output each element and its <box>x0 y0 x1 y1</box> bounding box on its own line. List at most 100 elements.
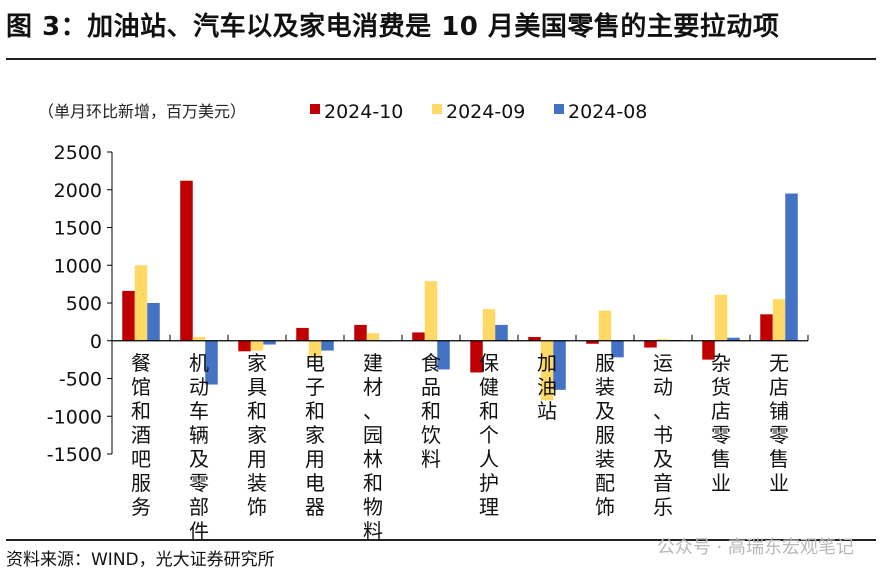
category-label-char: 吧 <box>131 447 151 471</box>
category-label-char: 装 <box>595 447 615 471</box>
bar-chart: （单月环比新增，百万美元） 2024-10 2024-09 2024-08 2500 20… <box>38 101 809 540</box>
category-label-char: 用 <box>247 447 267 471</box>
category-label-char: 饰 <box>247 495 267 519</box>
bar <box>727 337 740 341</box>
category-label-char: 装 <box>595 375 615 399</box>
bar <box>470 340 483 373</box>
category-label-char: 及 <box>595 399 615 423</box>
y-tick-label: -1500 <box>47 444 102 466</box>
category-label-char: 料 <box>421 447 441 471</box>
bar <box>540 340 554 401</box>
category-label-char: 件 <box>189 519 209 540</box>
bar <box>412 332 425 341</box>
bar <box>366 333 380 341</box>
category-label-char: 店 <box>769 375 789 399</box>
category-label-char: 辆 <box>189 423 209 447</box>
category-label-char: 饮 <box>421 423 441 447</box>
category-label-char: 杂 <box>711 351 731 375</box>
category-label-char: 乐 <box>653 495 673 519</box>
bar <box>424 281 438 341</box>
category-label-char: 电 <box>305 351 325 375</box>
category-label-char: 务 <box>131 495 151 519</box>
category-label-char: 服 <box>595 351 615 375</box>
bar <box>482 309 496 341</box>
category-label-char: 料 <box>363 519 383 540</box>
category-label-char: 和 <box>363 471 383 495</box>
bar <box>192 336 206 341</box>
category-label-char: 售 <box>769 447 789 471</box>
category-label-char: 和 <box>247 399 267 423</box>
bar <box>586 340 599 344</box>
category-label-char: 用 <box>305 447 325 471</box>
bar <box>238 340 251 352</box>
category-label-char: 家 <box>247 423 267 447</box>
legend-swatch <box>432 104 442 114</box>
bar <box>122 290 135 341</box>
category-label-char: 和 <box>421 399 441 423</box>
category-label-char: 林 <box>363 447 383 471</box>
bottom-rule <box>6 539 876 541</box>
category-label-char: 保 <box>479 351 499 375</box>
category-label-char: 人 <box>479 447 499 471</box>
bar <box>644 340 657 348</box>
category-label-char: 电 <box>305 471 325 495</box>
category-label-char: 店 <box>711 399 731 423</box>
bar <box>321 340 334 351</box>
category-label-char: 子 <box>305 375 325 399</box>
category-label-char: 售 <box>711 447 731 471</box>
category-label-char: 健 <box>479 375 499 399</box>
y-tick-label: 500 <box>66 293 102 315</box>
category-label-char: 建 <box>363 351 383 375</box>
y-tick-label: 0 <box>90 331 102 353</box>
bar <box>308 340 322 359</box>
category-label-char: 餐 <box>131 351 151 375</box>
category-label-char: 铺 <box>769 399 789 423</box>
bar <box>714 294 728 341</box>
category-label-char: 园 <box>363 423 383 447</box>
bar <box>180 180 193 341</box>
category-label-char: 加 <box>537 351 557 375</box>
category-label-char: 和 <box>479 399 499 423</box>
bar <box>656 339 670 341</box>
category-label-char: 服 <box>131 471 151 495</box>
source-note: 资料来源：WIND，光大证券研究所 <box>6 550 275 570</box>
legend-swatch <box>554 104 564 114</box>
bar <box>205 340 218 385</box>
y-tick-label: -500 <box>59 369 102 391</box>
category-label-char: 机 <box>189 351 209 375</box>
bar <box>702 340 715 360</box>
bar <box>147 303 160 341</box>
category-label-char: 食 <box>421 351 441 375</box>
category-label-char: 无 <box>769 351 789 375</box>
bar <box>296 327 309 341</box>
bar <box>553 340 566 390</box>
category-label-char: 车 <box>189 399 209 423</box>
category-label-char: 配 <box>595 471 615 495</box>
category-label-char: 护 <box>479 471 499 495</box>
category-label-char: 货 <box>711 375 731 399</box>
category-label-char: 理 <box>479 495 499 519</box>
bar <box>611 340 624 358</box>
bar <box>263 340 276 345</box>
category-label-char: 饰 <box>595 495 615 519</box>
bar <box>760 314 773 341</box>
category-label-char: 及 <box>189 447 209 471</box>
category-label-char: 站 <box>537 399 557 423</box>
bar <box>785 193 798 341</box>
bar <box>354 324 367 341</box>
category-label-char: 材 <box>363 375 383 399</box>
watermark: 公众号 · 高瑞东宏观笔记 <box>656 537 854 558</box>
category-label-char: 器 <box>305 495 325 519</box>
legend-swatch <box>310 104 320 114</box>
category-label-char: 油 <box>537 375 557 399</box>
category-label-char: 和 <box>305 399 325 423</box>
category-label-char: 馆 <box>131 375 151 399</box>
category-label-char: 零 <box>769 423 789 447</box>
category-label-char: 运 <box>653 351 673 375</box>
category-label-char: 家 <box>247 351 267 375</box>
bar <box>772 299 786 341</box>
category-label-char: 个 <box>479 423 499 447</box>
y-tick-label: 2500 <box>54 142 102 164</box>
category-label-char: 零 <box>189 471 209 495</box>
y-tick-label: 1500 <box>54 218 102 240</box>
